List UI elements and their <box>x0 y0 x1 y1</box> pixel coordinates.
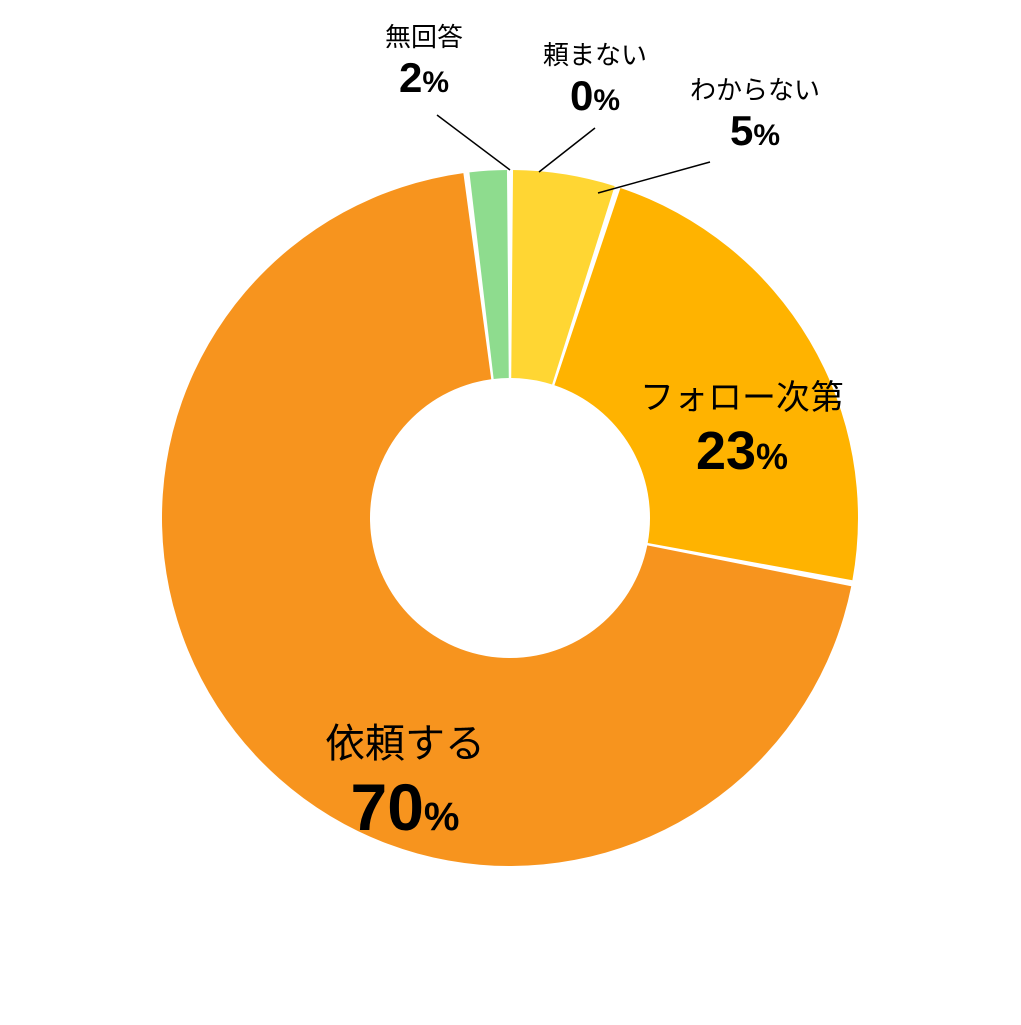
label-dont-know-name: わからない <box>690 75 820 106</box>
label-request-name: 依頼する <box>325 720 485 768</box>
label-dont-know-value: 5% <box>690 106 820 156</box>
label-no-answer: 無回答 2% <box>385 22 463 104</box>
label-dont-know: わからない 5% <box>690 75 820 157</box>
label-follow-dep: フォロー次第 23% <box>640 378 844 484</box>
label-follow-dep-name: フォロー次第 <box>640 378 844 419</box>
label-no-answer-value: 2% <box>385 53 463 103</box>
donut-svg <box>0 0 1021 1020</box>
label-dont-ask-name: 頼まない <box>543 40 647 71</box>
donut-chart: 無回答 2% 頼まない 0% わからない 5% フォロー次第 23% 依頼する … <box>0 0 1021 1020</box>
label-dont-ask-value: 0% <box>543 71 647 121</box>
label-request: 依頼する 70% <box>325 720 485 847</box>
leader-dont_ask <box>539 128 595 172</box>
label-request-value: 70% <box>325 768 485 847</box>
leader-dont_know <box>598 162 710 193</box>
label-follow-dep-value: 23% <box>640 419 844 484</box>
label-dont-ask: 頼まない 0% <box>543 40 647 122</box>
label-no-answer-name: 無回答 <box>385 22 463 53</box>
leader-no_answer <box>437 115 510 170</box>
